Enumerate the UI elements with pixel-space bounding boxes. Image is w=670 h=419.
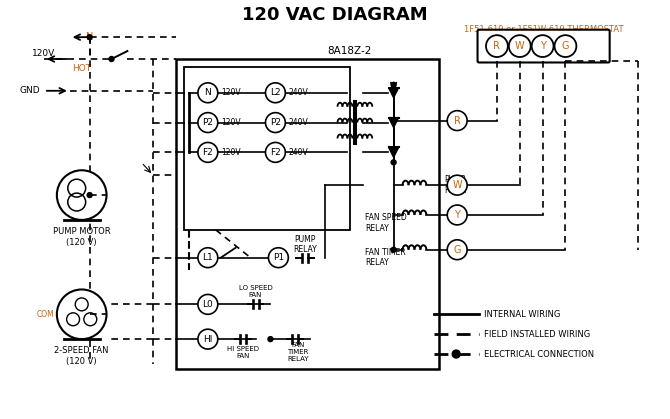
Text: N: N	[204, 88, 211, 97]
Circle shape	[109, 57, 114, 62]
Circle shape	[391, 83, 396, 87]
Bar	[184, 67, 350, 230]
Circle shape	[391, 160, 396, 165]
Text: 120V: 120V	[220, 118, 241, 127]
Text: Y: Y	[539, 41, 545, 51]
Text: Y: Y	[454, 210, 460, 220]
Circle shape	[265, 142, 285, 162]
Circle shape	[269, 248, 288, 268]
Text: FAN SPEED
RELAY: FAN SPEED RELAY	[364, 213, 407, 233]
Text: F2: F2	[270, 148, 281, 157]
Text: 240V: 240V	[288, 88, 308, 97]
Circle shape	[391, 118, 396, 123]
Circle shape	[532, 35, 553, 57]
Polygon shape	[389, 88, 399, 98]
Text: 8A18Z-2: 8A18Z-2	[328, 46, 372, 56]
Text: P1: P1	[273, 253, 284, 262]
Text: 120V: 120V	[32, 49, 55, 57]
Text: 2-SPEED FAN
(120 V): 2-SPEED FAN (120 V)	[54, 347, 109, 366]
Circle shape	[198, 295, 218, 314]
Text: FIELD INSTALLED WIRING: FIELD INSTALLED WIRING	[484, 330, 590, 339]
Text: 240V: 240V	[288, 118, 308, 127]
Text: L2: L2	[270, 88, 281, 97]
Circle shape	[87, 35, 92, 40]
Text: COM: COM	[36, 310, 54, 319]
Text: GND: GND	[19, 86, 40, 95]
Text: W: W	[452, 180, 462, 190]
Circle shape	[57, 170, 107, 220]
Text: ELECTRICAL CONNECTION: ELECTRICAL CONNECTION	[484, 349, 594, 359]
Text: HI: HI	[88, 319, 95, 325]
Text: LO: LO	[65, 303, 74, 309]
Text: 120V: 120V	[220, 148, 241, 157]
Circle shape	[268, 336, 273, 341]
Text: 120V: 120V	[220, 88, 241, 97]
Text: HI: HI	[203, 335, 212, 344]
Text: INTERNAL WIRING: INTERNAL WIRING	[484, 310, 560, 319]
Text: P2: P2	[202, 118, 213, 127]
Text: L1: L1	[202, 253, 213, 262]
Text: HI SPEED
FAN: HI SPEED FAN	[226, 346, 259, 359]
Text: G: G	[454, 245, 461, 255]
Circle shape	[509, 35, 531, 57]
Circle shape	[198, 248, 218, 268]
Circle shape	[555, 35, 576, 57]
Text: 240V: 240V	[288, 148, 308, 157]
Text: FAN
TIMER
RELAY: FAN TIMER RELAY	[287, 342, 309, 362]
Circle shape	[486, 35, 508, 57]
Circle shape	[198, 329, 218, 349]
Text: R: R	[454, 116, 460, 126]
Text: N: N	[86, 32, 93, 42]
FancyBboxPatch shape	[478, 30, 610, 62]
Text: L0: L0	[202, 300, 213, 309]
Text: G: G	[561, 41, 569, 51]
Text: 120 VAC DIAGRAM: 120 VAC DIAGRAM	[242, 6, 428, 24]
Text: PUMP
RELAY: PUMP RELAY	[293, 235, 317, 254]
Text: PUMP
RELAY: PUMP RELAY	[444, 176, 468, 195]
Circle shape	[448, 240, 467, 260]
Text: FAN TIMER
RELAY: FAN TIMER RELAY	[364, 248, 405, 267]
Circle shape	[198, 83, 218, 103]
Text: LO SPEED
FAN: LO SPEED FAN	[239, 285, 273, 298]
Circle shape	[57, 290, 107, 339]
Circle shape	[448, 175, 467, 195]
Text: W: W	[515, 41, 525, 51]
Polygon shape	[389, 147, 399, 158]
Circle shape	[198, 142, 218, 162]
Polygon shape	[389, 118, 399, 127]
Circle shape	[87, 193, 92, 198]
Circle shape	[448, 205, 467, 225]
Bar	[176, 59, 440, 369]
Text: R: R	[494, 41, 500, 51]
Text: F2: F2	[202, 148, 213, 157]
Text: HOT: HOT	[72, 65, 91, 73]
Circle shape	[391, 247, 396, 252]
Circle shape	[265, 83, 285, 103]
Text: P2: P2	[270, 118, 281, 127]
Text: PUMP MOTOR
(120 V): PUMP MOTOR (120 V)	[53, 227, 111, 246]
Circle shape	[448, 111, 467, 131]
Circle shape	[198, 113, 218, 132]
Circle shape	[265, 113, 285, 132]
Circle shape	[452, 350, 460, 358]
Text: 1F51-619 or 1F51W-619 THERMOSTAT: 1F51-619 or 1F51W-619 THERMOSTAT	[464, 25, 623, 34]
